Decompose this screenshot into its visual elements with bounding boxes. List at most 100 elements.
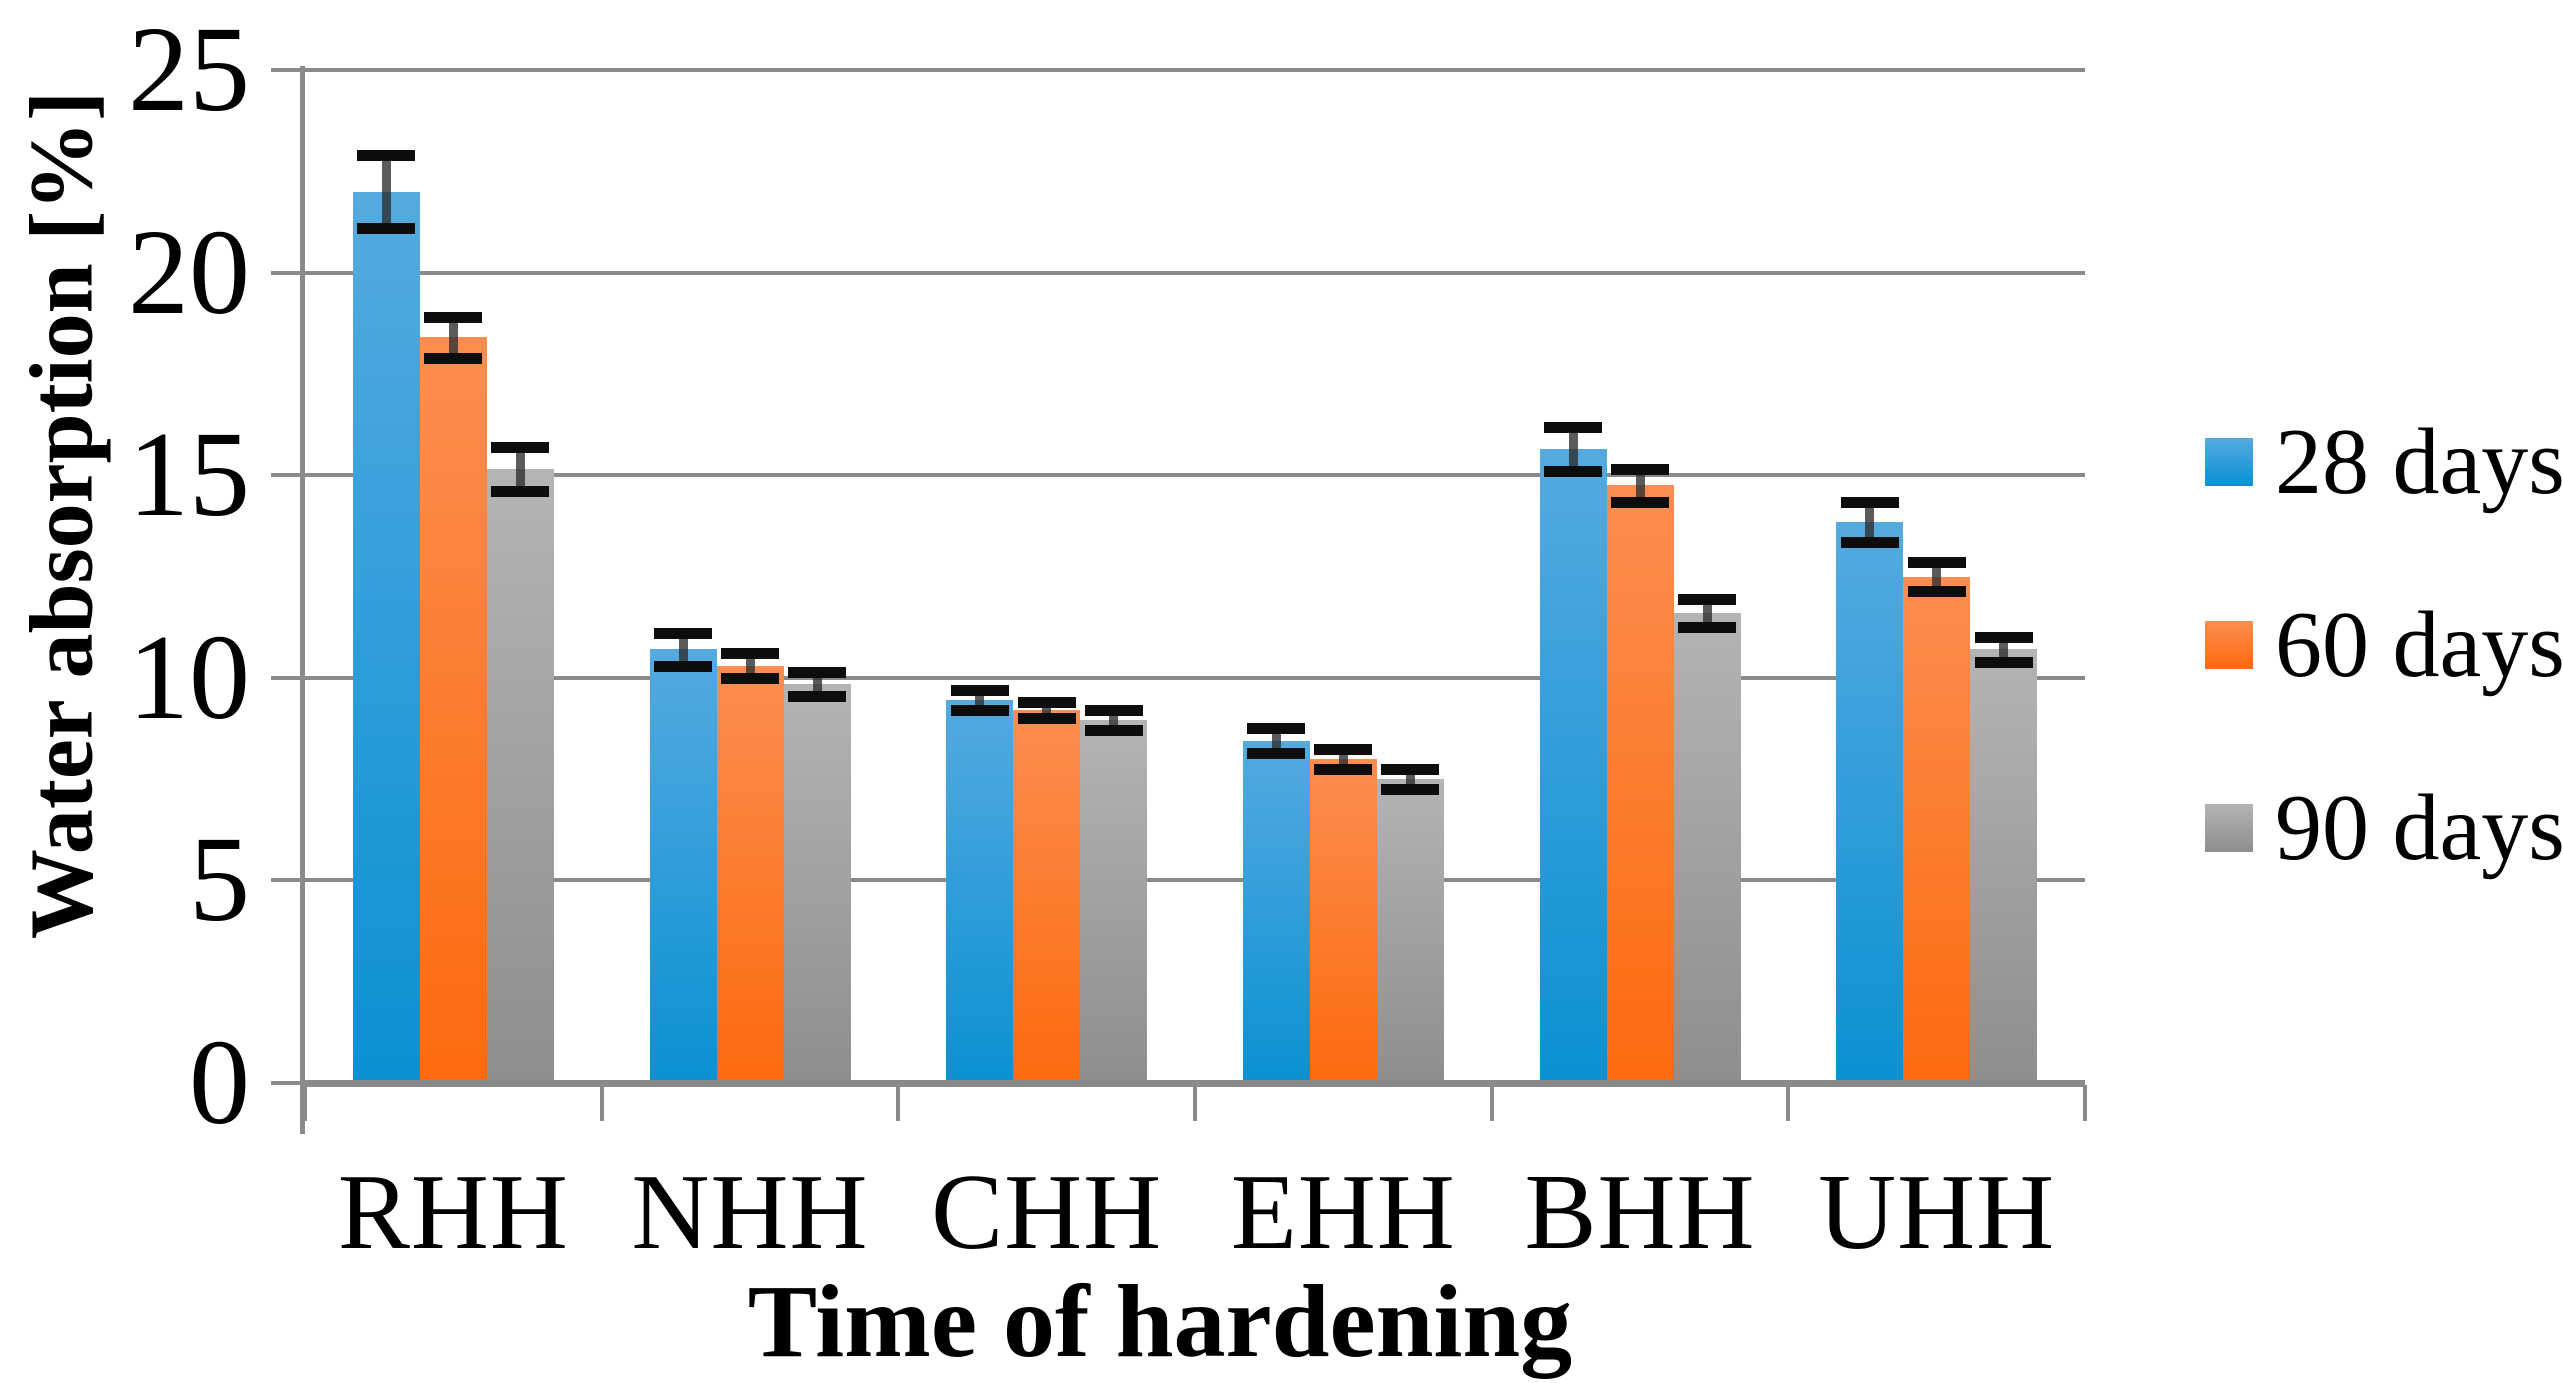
bar-BHH-28days bbox=[1539, 448, 1607, 1083]
x-axis-tick-5 bbox=[1786, 1085, 1791, 1121]
y-axis-tick-0 bbox=[271, 1081, 305, 1085]
error-bar-cap-bottom bbox=[1974, 656, 2033, 668]
error-bar-cap-bottom bbox=[788, 691, 846, 703]
error-bar-stem bbox=[1271, 728, 1281, 753]
error-bar-cap-bottom bbox=[1084, 725, 1143, 737]
error-bar-cap-top bbox=[1611, 464, 1669, 476]
bar-RHH-90days bbox=[486, 469, 554, 1083]
error-bar-cap-top bbox=[1544, 421, 1602, 433]
x-axis-tick-0 bbox=[303, 1085, 307, 1121]
x-axis-line bbox=[300, 1080, 2085, 1087]
bar-UHH-60days bbox=[1903, 576, 1971, 1083]
x-axis-tick-4 bbox=[1489, 1085, 1494, 1121]
bar-BHH-90days bbox=[1673, 612, 1741, 1083]
error-bar-cap-top bbox=[424, 312, 483, 324]
error-bar-cap-bottom bbox=[424, 352, 483, 364]
error-bar-cap-top bbox=[788, 666, 846, 678]
error-bar-stem bbox=[1405, 768, 1415, 790]
error-bar-stem bbox=[1932, 562, 1942, 591]
error-bar-stem bbox=[1865, 501, 1875, 543]
error-bar-stem bbox=[745, 653, 755, 678]
error-bar-cap-bottom bbox=[1544, 466, 1602, 478]
legend-item-28days: 28 days bbox=[2205, 387, 2563, 537]
error-bar-cap-top bbox=[1907, 557, 1966, 569]
error-bar-stem bbox=[1568, 426, 1578, 472]
legend-swatch-icon bbox=[2205, 438, 2253, 486]
error-bar-cap-bottom bbox=[1611, 496, 1669, 508]
error-bar-cap-top bbox=[1084, 705, 1143, 717]
y-tick-label-25: 25 bbox=[128, 2, 250, 137]
error-bar-stem bbox=[1702, 598, 1712, 628]
error-bar-cap-bottom bbox=[1247, 747, 1306, 759]
category-label-EHH: EHH bbox=[1230, 1153, 1456, 1272]
legend-item-60days: 60 days bbox=[2205, 570, 2563, 720]
error-bar-cap-bottom bbox=[1314, 763, 1373, 775]
x-axis-tick-6 bbox=[2083, 1085, 2087, 1121]
category-label-CHH: CHH bbox=[931, 1153, 1163, 1272]
legend-swatch-icon bbox=[2205, 804, 2253, 852]
error-bar-cap-top bbox=[654, 628, 712, 640]
category-label-UHH: UHH bbox=[1818, 1153, 2056, 1272]
error-bar-cap-top bbox=[1678, 593, 1736, 605]
y-axis-tick-5 bbox=[271, 878, 305, 883]
error-bar-stem bbox=[1338, 748, 1348, 769]
bar-EHH-90days bbox=[1376, 779, 1444, 1083]
x-axis-tick-1 bbox=[599, 1085, 604, 1121]
error-bar-stem bbox=[381, 155, 391, 228]
legend-label: 28 days bbox=[2275, 410, 2563, 514]
bar-BHH-60days bbox=[1606, 485, 1674, 1083]
y-tick-label-15: 15 bbox=[128, 407, 250, 543]
gridline-20 bbox=[305, 270, 2085, 275]
error-bar-stem bbox=[975, 689, 985, 711]
error-bar-cap-top bbox=[1840, 496, 1899, 508]
bar-EHH-28days bbox=[1242, 740, 1310, 1083]
bar-CHH-28days bbox=[946, 700, 1014, 1083]
error-bar-stem bbox=[1109, 710, 1119, 731]
error-bar-cap-top bbox=[357, 150, 416, 162]
bar-RHH-28days bbox=[352, 191, 420, 1083]
y-axis-tick-10 bbox=[271, 675, 305, 680]
error-bar-stem bbox=[1042, 702, 1052, 719]
error-bar-cap-top bbox=[1381, 763, 1440, 775]
y-tick-label-0: 0 bbox=[189, 1015, 250, 1150]
error-bar-cap-bottom bbox=[1840, 537, 1899, 549]
bar-CHH-90days bbox=[1080, 720, 1148, 1083]
error-bar-cap-bottom bbox=[1678, 622, 1736, 634]
error-bar-cap-top bbox=[721, 648, 779, 660]
gridline-25 bbox=[305, 68, 2085, 72]
y-axis-line bbox=[300, 66, 305, 1134]
error-bar-cap-bottom bbox=[357, 223, 416, 235]
error-bar-cap-bottom bbox=[654, 660, 712, 672]
error-bar-stem bbox=[678, 633, 688, 666]
bar-UHH-28days bbox=[1836, 521, 1904, 1083]
error-bar-cap-bottom bbox=[1381, 784, 1440, 796]
bar-NHH-90days bbox=[783, 683, 851, 1083]
error-bar-cap-bottom bbox=[721, 672, 779, 684]
bar-CHH-60days bbox=[1013, 710, 1081, 1083]
x-axis-tick-3 bbox=[1193, 1085, 1197, 1121]
error-bar-cap-bottom bbox=[1017, 713, 1076, 725]
gridline-10 bbox=[305, 675, 2085, 680]
bar-RHH-60days bbox=[419, 337, 487, 1083]
error-bar-cap-bottom bbox=[950, 705, 1009, 717]
legend-label: 90 days bbox=[2275, 776, 2563, 880]
error-bar-cap-bottom bbox=[491, 486, 550, 498]
bar-EHH-60days bbox=[1309, 758, 1377, 1083]
legend: 28 days 60 days 90 days bbox=[2205, 0, 2563, 1383]
error-bar-cap-top bbox=[491, 441, 550, 453]
error-bar-stem bbox=[812, 671, 822, 697]
bar-UHH-90days bbox=[1970, 649, 2038, 1083]
error-bar-cap-top bbox=[1017, 697, 1076, 709]
legend-item-90days: 90 days bbox=[2205, 753, 2563, 903]
bar-NHH-28days bbox=[649, 649, 717, 1083]
category-label-RHH: RHH bbox=[337, 1153, 569, 1272]
error-bar-cap-top bbox=[1314, 743, 1373, 755]
x-axis-title: Time of hardening bbox=[747, 1264, 1573, 1379]
legend-label: 60 days bbox=[2275, 593, 2563, 697]
error-bar-stem bbox=[515, 446, 525, 492]
bar-NHH-60days bbox=[716, 665, 784, 1083]
error-bar-cap-top bbox=[950, 684, 1009, 696]
y-axis-tick-15 bbox=[271, 473, 305, 478]
